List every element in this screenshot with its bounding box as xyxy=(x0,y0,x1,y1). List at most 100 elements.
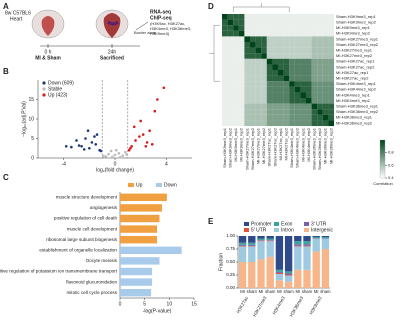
x-tick-label: MI xyxy=(277,289,282,294)
heatmap-cell xyxy=(238,53,245,59)
heatmap-cell xyxy=(250,81,256,87)
point xyxy=(88,146,91,150)
category-label: ribosomal large subunit biogenesis xyxy=(46,237,117,242)
heatmap-cell xyxy=(289,53,295,59)
heatmap-cell xyxy=(289,58,295,65)
group-label: H3K27me3 xyxy=(252,295,268,317)
panel-label: C xyxy=(3,173,9,182)
point xyxy=(94,143,98,146)
heatmap-cell xyxy=(222,30,228,37)
heatmap-cell xyxy=(255,25,262,31)
heatmap-cell xyxy=(238,42,245,48)
heatmap-cell xyxy=(227,81,234,87)
dendrogram xyxy=(233,3,290,12)
heatmap-cell xyxy=(289,14,295,20)
bar xyxy=(120,235,157,244)
heatmap-cell xyxy=(283,103,290,110)
column-label: Sham-H3K9me3_rep2 xyxy=(227,127,232,168)
heatmap-cell xyxy=(233,36,239,43)
heatmap-cell xyxy=(266,58,273,65)
point xyxy=(125,153,128,156)
heatmap-cell xyxy=(311,75,318,82)
bar-segment xyxy=(284,236,293,272)
heatmap-cell xyxy=(272,47,279,54)
bar-segment xyxy=(303,245,311,247)
point xyxy=(130,145,133,148)
row-label: MI-H3K9me3_rep2 xyxy=(336,31,371,36)
heatmap-cell xyxy=(227,64,234,71)
column-label: MI-H3K27me3_rep2 xyxy=(261,127,266,164)
column-label: MI-H3K27ac_rep2 xyxy=(283,127,288,160)
heatmap-cell xyxy=(300,114,307,121)
heatmap-cell xyxy=(306,36,312,43)
point xyxy=(77,144,81,147)
heatmap-cell xyxy=(244,120,251,127)
legend-swatch xyxy=(128,183,134,187)
bar-segment xyxy=(303,236,311,242)
heatmap-cell xyxy=(317,64,323,71)
heatmap-cell xyxy=(233,70,239,76)
legend-swatch xyxy=(244,228,249,232)
heatmap-cell xyxy=(278,81,284,87)
heatmap-cell xyxy=(261,47,267,54)
heatmap-cell xyxy=(311,58,318,65)
heatmap-cell xyxy=(250,86,256,93)
bar-segment xyxy=(238,245,247,247)
heatmap-cell xyxy=(300,92,307,99)
heatmap-cell xyxy=(317,81,323,87)
time-label: 24h xyxy=(108,49,117,55)
row-label: Sham-H3K27ac_rep1 xyxy=(336,59,375,64)
heatmap-cell xyxy=(306,47,312,54)
heatmap-cell xyxy=(283,36,290,43)
bar-segment xyxy=(312,238,320,239)
heatmap-cell xyxy=(300,30,307,37)
heatmap-cell xyxy=(233,75,239,82)
heatmap-cell xyxy=(266,14,273,20)
heatmap-cell xyxy=(266,103,273,110)
heatmap-cell xyxy=(278,86,284,93)
heatmap-cell xyxy=(227,58,234,65)
colorbar-title: Correlation xyxy=(373,181,393,186)
heatmap-cell xyxy=(311,42,318,48)
column-label: Sham-H3K27ac_rep2 xyxy=(272,127,277,166)
heatmap-cell xyxy=(300,36,307,43)
heatmap-cell xyxy=(244,30,251,37)
heatmap-cell xyxy=(300,109,307,115)
heatmap-cell xyxy=(222,92,228,99)
heatmap-cell xyxy=(328,53,335,59)
heatmap-cell xyxy=(222,75,228,82)
heatmap-cell xyxy=(238,92,245,99)
y-axis-title: Fraction xyxy=(218,253,224,271)
heatmap-cell xyxy=(311,14,318,20)
heatmap-cell xyxy=(255,30,262,37)
row-label: Sham-H3K27me3_rep2 xyxy=(336,42,379,47)
bar-segment xyxy=(284,274,293,276)
heatmap-cell xyxy=(266,47,273,54)
heatmap-cell xyxy=(300,81,307,87)
heatmap-cell xyxy=(238,81,245,87)
heatmap-cell xyxy=(328,103,335,110)
heatmap-cell xyxy=(328,30,335,37)
column-label: MI-H3K9me3_rep1 xyxy=(233,127,238,162)
heatmap-cell xyxy=(238,120,245,127)
heatmap-cell xyxy=(261,25,267,31)
legend-swatch xyxy=(304,222,309,226)
heatmap-cell xyxy=(300,47,307,54)
column-label: Sham-H3K4me3_rep1 xyxy=(289,127,294,168)
heatmap-cell xyxy=(261,92,267,99)
heatmap-cell xyxy=(300,103,307,110)
x-tick-label: 5 xyxy=(143,301,146,307)
row-label: Sham-H3K9me3_rep2 xyxy=(336,19,377,24)
x-axis-title: log₂(fold change) xyxy=(96,167,134,173)
group-label: H3K4me3 xyxy=(272,295,287,315)
point xyxy=(107,152,110,156)
heatmap-cell xyxy=(233,86,239,93)
column-label: MI-H3K4me3_rep1 xyxy=(300,127,305,162)
column-label: Sham-H3K27me3_rep2 xyxy=(250,127,255,170)
y-tick-label: 1.00 xyxy=(226,233,235,238)
heatmap-cell xyxy=(255,120,262,127)
heatmap-cell xyxy=(244,53,251,59)
heatmap-cell xyxy=(289,86,295,93)
point xyxy=(118,155,122,159)
heatmap-cell xyxy=(328,19,335,26)
